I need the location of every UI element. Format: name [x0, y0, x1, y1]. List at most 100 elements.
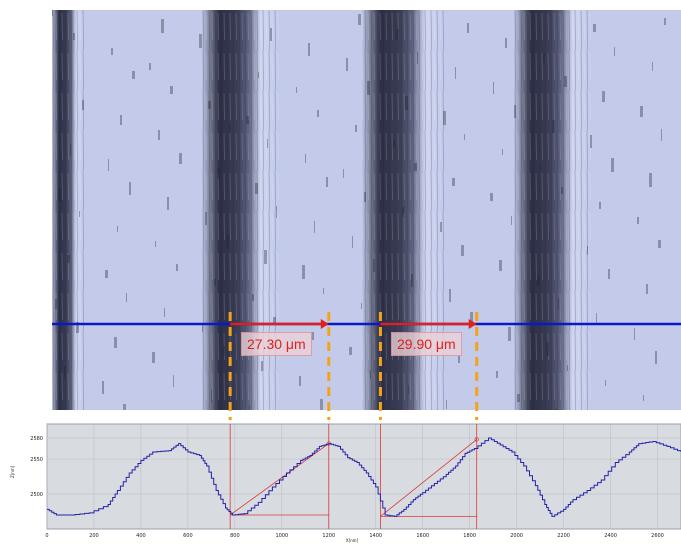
surface-speck — [446, 400, 447, 409]
surface-speck — [540, 164, 541, 170]
surface-speck — [511, 216, 512, 225]
surface-micrograph: 27.30 μm 29.90 μm — [52, 10, 681, 410]
surface-speck — [120, 115, 122, 125]
surface-speck — [273, 317, 276, 325]
x-tick-label: 800 — [230, 533, 240, 539]
surface-speck — [323, 288, 324, 294]
surface-speck — [449, 289, 451, 302]
surface-speck — [399, 318, 400, 324]
x-tick-label: 2400 — [604, 533, 617, 539]
surface-speck — [352, 236, 353, 248]
x-tick-label: 200 — [89, 533, 99, 539]
y-tick-label: 2550 — [30, 457, 43, 463]
surface-speck — [214, 279, 216, 286]
surface-speck — [637, 217, 639, 224]
profile-series-line — [47, 437, 681, 517]
surface-speck — [646, 284, 648, 294]
surface-speck — [661, 129, 662, 141]
surface-speck — [70, 144, 71, 156]
surface-speck — [126, 293, 127, 302]
y-axis-title: Z[nm] — [10, 465, 15, 478]
surface-speck — [158, 130, 160, 140]
surface-speck — [267, 139, 268, 148]
surface-speck — [161, 19, 164, 33]
surface-speck — [79, 211, 80, 217]
x-tick-label: 2600 — [651, 533, 664, 539]
surface-speck — [252, 294, 254, 301]
surface-speck — [349, 347, 352, 355]
surface-speck — [561, 187, 563, 194]
surface-speck — [129, 182, 131, 195]
x-axis-title: X[nm] — [346, 538, 359, 543]
surface-speck — [64, 366, 66, 379]
y-axis-ticks: 2500 2550 2580 — [30, 436, 43, 498]
surface-speck — [270, 28, 272, 41]
surface-speck — [546, 342, 549, 356]
x-tick-label: 1800 — [463, 533, 476, 539]
surface-speck — [508, 327, 511, 341]
surface-speck — [364, 192, 366, 202]
surface-speck — [493, 82, 494, 94]
x-tick-label: 1000 — [275, 533, 288, 539]
surface-speck — [220, 57, 221, 63]
surface-speck — [326, 177, 328, 187]
surface-speck — [558, 298, 559, 310]
surface-speck — [108, 159, 109, 171]
surface-speck — [249, 405, 250, 410]
surface-speck — [258, 72, 259, 78]
surface-speck — [308, 43, 310, 56]
surface-speck — [443, 111, 446, 125]
surface-speck — [634, 328, 635, 340]
surface-speck — [299, 376, 301, 386]
surface-speck — [414, 163, 417, 171]
surface-speck — [361, 303, 362, 309]
surface-speck — [373, 259, 375, 272]
surface-speck — [490, 193, 493, 201]
surface-speck — [76, 322, 79, 333]
surface-speck — [111, 48, 113, 55]
x-tick-label: 1400 — [369, 533, 382, 539]
plot-area — [46, 423, 681, 530]
surface-speck — [358, 14, 361, 25]
surface-speck — [102, 381, 104, 394]
surface-speck — [208, 101, 211, 109]
profile-measure-markers — [229, 424, 479, 529]
surface-speck — [302, 265, 305, 279]
surface-speck — [405, 96, 408, 110]
surface-speck — [370, 370, 371, 379]
surface-speck — [564, 76, 567, 87]
surface-speck — [552, 120, 554, 133]
surface-speck — [367, 81, 370, 95]
surface-speck — [440, 222, 442, 232]
surface-speck — [114, 337, 117, 348]
y-tick-label: 2580 — [30, 436, 43, 442]
surface-speck — [305, 154, 306, 163]
surface-speck — [311, 332, 314, 340]
surface-speck — [73, 33, 75, 40]
measure-arrow-head — [468, 319, 477, 329]
surface-speck — [664, 18, 666, 25]
surface-speck — [217, 168, 220, 179]
measure-arrow-head — [320, 319, 329, 329]
surface-speck — [164, 308, 165, 317]
surface-speck — [452, 178, 455, 186]
surface-speck — [229, 124, 230, 133]
surface-speck — [149, 63, 151, 70]
x-tick-label: 2000 — [510, 533, 523, 539]
x-tick-label: 0 — [45, 533, 48, 539]
surface-speck — [455, 67, 456, 79]
surface-speck — [67, 255, 70, 263]
surface-speck — [205, 212, 207, 225]
measurement-arrows — [230, 319, 477, 329]
surface-speck — [261, 361, 263, 371]
x-tick-label: 2200 — [557, 533, 570, 539]
surface-speck — [605, 380, 606, 386]
surface-speck — [537, 275, 540, 286]
measurement-label-1: 27.30 μm — [241, 332, 312, 356]
surface-speck — [499, 260, 502, 271]
y-tick-label: 2500 — [30, 492, 43, 498]
surface-speck — [132, 71, 135, 79]
groove-texture — [514, 10, 592, 410]
surface-speck — [467, 23, 469, 33]
surface-speck — [226, 235, 229, 249]
